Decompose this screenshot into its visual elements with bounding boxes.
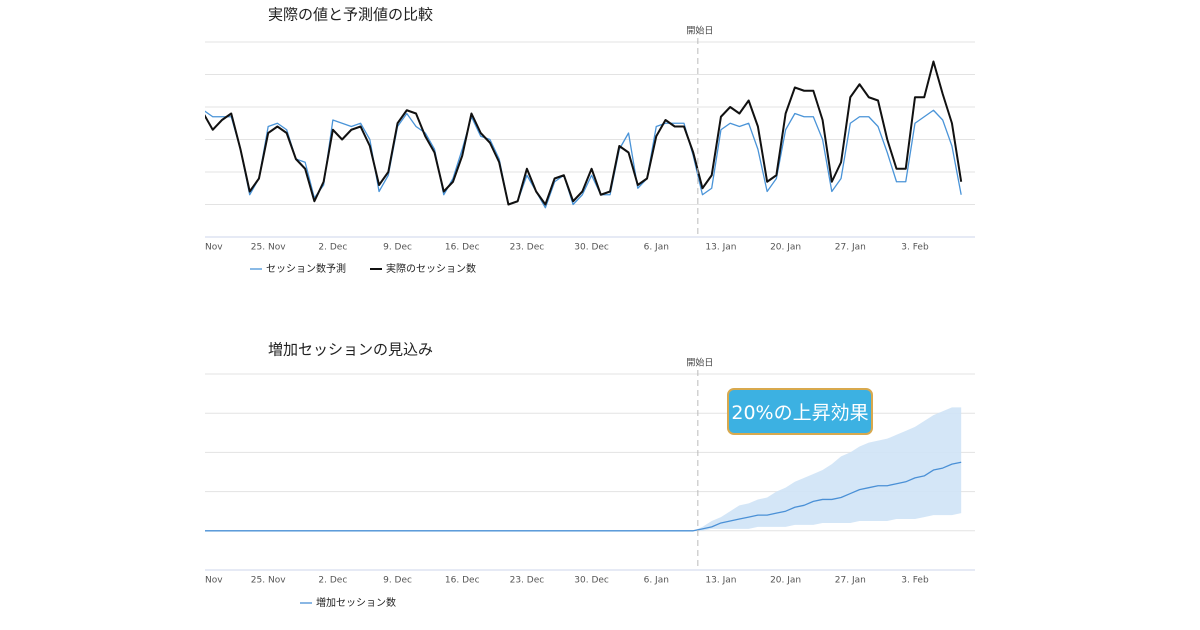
plot [205, 60, 963, 209]
x-tick-label: 30. Dec [574, 243, 609, 253]
x-tick-label: 13. Jan [705, 576, 736, 586]
legend-label: セッション数予測 [266, 262, 346, 275]
series-line [205, 461, 962, 532]
x-tick-label: 3. Feb [901, 576, 929, 586]
chart-title: 増加セッションの見込み [268, 341, 433, 359]
confidence-band [693, 407, 962, 531]
x-tick-label: 9. Dec [383, 243, 412, 253]
x-tick-label: 16. Dec [445, 576, 480, 586]
x-tick-label: Nov [205, 243, 223, 253]
x-tick-label: 2. Dec [318, 576, 347, 586]
start-label: 開始日 [686, 357, 713, 369]
x-tick-label: 27. Jan [835, 243, 866, 253]
plot [205, 407, 962, 532]
x-tick-label: 20. Jan [770, 243, 801, 253]
x-tick-label: 27. Jan [835, 576, 866, 586]
x-tick-label: 23. Dec [510, 243, 545, 253]
legend-label: 増加セッション数 [316, 596, 396, 609]
x-tick-label: Nov [205, 576, 223, 586]
x-tick-label: 13. Jan [705, 243, 736, 253]
x-tick-label: 9. Dec [383, 576, 412, 586]
x-tick-label: 16. Dec [445, 243, 480, 253]
start-label: 開始日 [686, 25, 713, 37]
callout: 20%の上昇効果 [727, 388, 873, 435]
chart-title: 実際の値と予測値の比較 [268, 6, 433, 24]
series-line [205, 60, 963, 206]
x-tick-label: 2. Dec [318, 243, 347, 253]
x-tick-label: 20. Jan [770, 576, 801, 586]
x-tick-label: 6. Jan [644, 576, 669, 586]
x-tick-label: 6. Jan [644, 243, 669, 253]
legend-label: 実際のセッション数 [386, 262, 476, 275]
x-tick-label: 3. Feb [901, 243, 929, 253]
x-tick-label: 25. Nov [251, 576, 286, 586]
x-tick-label: 30. Dec [574, 576, 609, 586]
x-tick-label: 23. Dec [510, 576, 545, 586]
x-tick-label: 25. Nov [251, 243, 286, 253]
